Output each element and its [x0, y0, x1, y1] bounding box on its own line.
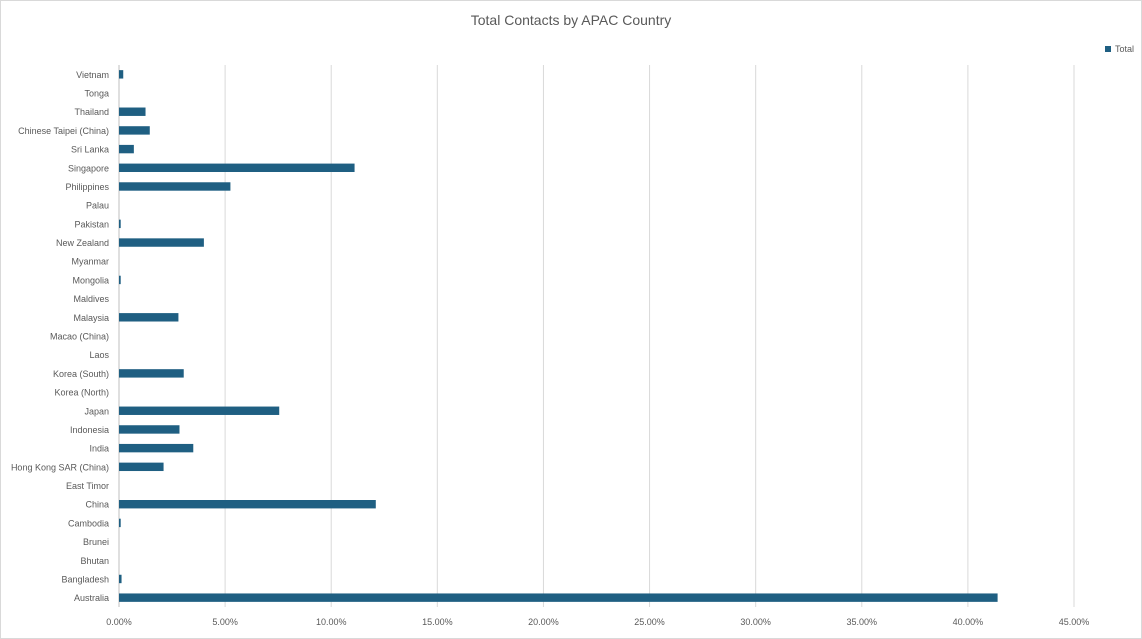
bar: [119, 425, 180, 434]
bar: [119, 144, 134, 154]
x-tick-label: 45.00%: [1059, 617, 1090, 627]
y-tick-label: Maldives: [73, 294, 109, 304]
y-tick-label: East Timor: [66, 481, 109, 491]
y-tick-label: Vietnam: [76, 70, 109, 80]
x-tick-label: 10.00%: [316, 617, 347, 627]
x-tick-label: 25.00%: [634, 617, 665, 627]
y-tick-label: Brunei: [83, 537, 109, 547]
bar: [119, 163, 355, 172]
legend[interactable]: Total: [1104, 44, 1134, 54]
y-tick-label: Mongolia: [72, 275, 109, 285]
bar: [119, 518, 121, 528]
x-tick-label: 40.00%: [953, 617, 984, 627]
y-tick-label: Indonesia: [70, 425, 109, 435]
y-tick-label: Australia: [74, 593, 109, 603]
bar: [119, 219, 121, 229]
bar: [119, 313, 179, 322]
bar: [119, 406, 280, 415]
y-tick-label: Macao (China): [50, 332, 109, 342]
y-tick-label: Korea (North): [54, 388, 109, 398]
bar: [119, 182, 231, 191]
y-tick-label: Japan: [84, 406, 109, 416]
y-tick-label: Hong Kong SAR (China): [11, 462, 109, 472]
bar: [119, 574, 122, 584]
y-tick-label: New Zealand: [56, 238, 109, 248]
y-tick-label: Bangladesh: [61, 574, 109, 584]
legend-label: Total: [1114, 44, 1134, 54]
y-tick-label: Korea (South): [53, 369, 109, 379]
bar: [119, 238, 204, 247]
y-tick-label: Thailand: [74, 107, 109, 117]
x-tick-label: 0.00%: [106, 617, 132, 627]
y-tick-label: Singapore: [68, 163, 109, 173]
bar: [119, 462, 164, 472]
y-tick-label: China: [85, 500, 109, 510]
y-tick-label: Laos: [89, 350, 109, 360]
y-tick-label: Sri Lanka: [71, 145, 109, 155]
bar: [119, 443, 194, 453]
bar: [119, 70, 124, 79]
y-tick-label: Cambodia: [68, 518, 109, 528]
x-tick-label: 15.00%: [422, 617, 453, 627]
x-tick-label: 5.00%: [212, 617, 238, 627]
x-tick-label: 30.00%: [740, 617, 771, 627]
bar: [119, 126, 150, 135]
bar: [119, 593, 998, 602]
y-tick-label: Chinese Taipei (China): [18, 126, 109, 136]
bar: [119, 107, 146, 116]
y-tick-label: India: [89, 444, 109, 454]
bar: [119, 500, 376, 509]
y-tick-label: Tonga: [84, 89, 109, 99]
y-tick-label: Myanmar: [71, 257, 109, 267]
y-tick-label: Pakistan: [74, 219, 109, 229]
y-tick-label: Philippines: [65, 182, 109, 192]
bar: [119, 275, 121, 285]
y-tick-label: Palau: [86, 201, 109, 211]
y-tick-label: Malaysia: [73, 313, 109, 323]
bar: [119, 369, 184, 378]
x-tick-label: 35.00%: [847, 617, 878, 627]
y-tick-label: Bhutan: [80, 556, 109, 566]
chart-title: Total Contacts by APAC Country: [470, 12, 672, 28]
x-tick-label: 20.00%: [528, 617, 559, 627]
legend-swatch: [1104, 46, 1111, 52]
